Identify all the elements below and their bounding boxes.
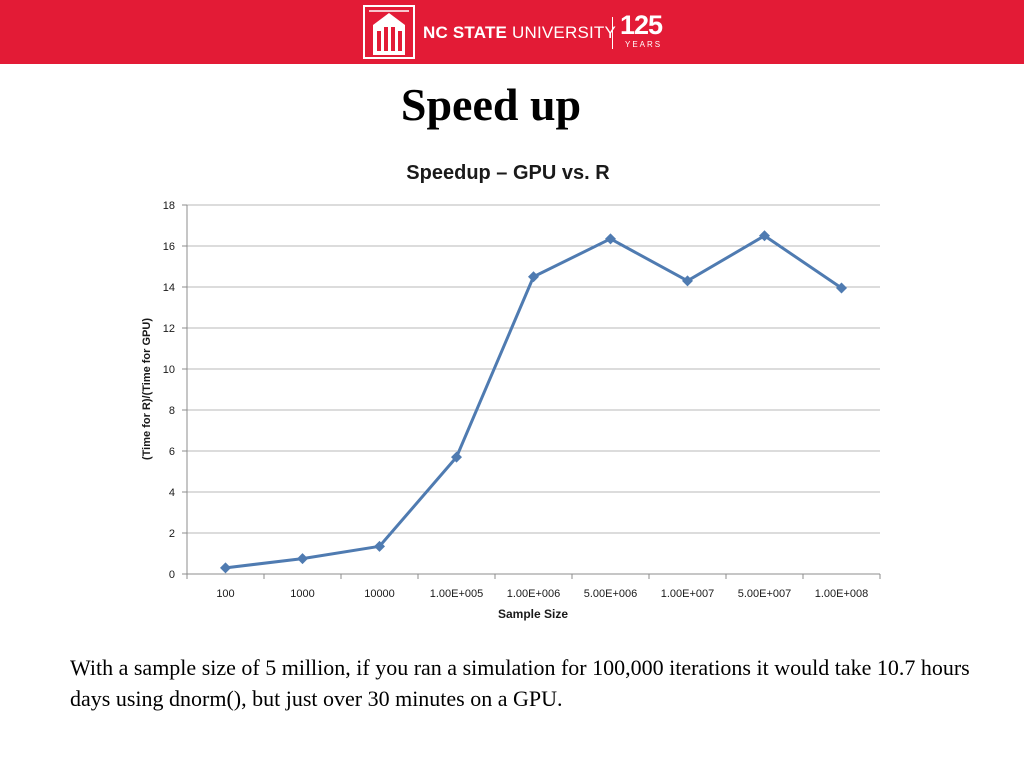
y-axis-label: (Time for R)/(Time for GPU) <box>141 318 153 460</box>
slide-title: Speed up <box>400 79 582 130</box>
slide-caption: With a sample size of 5 million, if you … <box>70 655 970 711</box>
y-tick-label: 14 <box>163 282 175 294</box>
data-point-marker <box>605 233 616 245</box>
logo-divider <box>612 17 613 49</box>
data-point-marker <box>759 230 770 242</box>
logo-years-word: YEARS <box>625 40 663 49</box>
data-point-marker <box>682 275 693 287</box>
x-tick-label: 100 <box>216 588 234 600</box>
chart-gridlines <box>187 204 880 534</box>
belltower-icon <box>363 5 415 59</box>
y-tick-label: 6 <box>169 446 175 458</box>
x-tick-label: 1.00E+007 <box>661 588 715 600</box>
university-logo[interactable]: NC STATE UNIVERSITY 125 YEARS <box>363 5 663 59</box>
chart-series <box>220 230 847 574</box>
data-point-marker <box>451 451 462 463</box>
y-tick-label: 8 <box>169 405 175 417</box>
data-point-marker <box>374 540 385 552</box>
x-tick-label: 1.00E+008 <box>815 588 869 600</box>
y-tick-labels: 0 2 4 6 8 10 12 14 16 18 <box>163 200 175 581</box>
x-tick-label: 1.00E+005 <box>430 588 484 600</box>
data-point-marker <box>220 562 231 574</box>
data-point-marker <box>528 271 539 283</box>
logo-years-number: 125 <box>620 10 663 40</box>
x-tick-label: 10000 <box>364 588 395 600</box>
data-point-marker <box>297 553 308 565</box>
x-tick-label: 1000 <box>290 588 314 600</box>
chart-title: Speedup – GPU vs. R <box>406 162 610 184</box>
y-tick-label: 16 <box>163 241 175 253</box>
logo-name-bold: NC STATE <box>423 23 508 42</box>
chart-axes <box>182 204 881 579</box>
y-tick-label: 2 <box>169 528 175 540</box>
x-axis-label: Sample Size <box>498 607 568 621</box>
y-tick-label: 18 <box>163 200 175 212</box>
series-line <box>225 234 843 570</box>
y-tick-label: 4 <box>169 487 175 499</box>
logo-wordmark: NC STATE UNIVERSITY <box>423 23 616 43</box>
y-tick-label: 12 <box>163 323 175 335</box>
x-tick-label: 5.00E+006 <box>584 588 638 600</box>
x-tick-label: 1.00E+006 <box>507 588 561 600</box>
header-banner: NC STATE UNIVERSITY 125 YEARS <box>0 0 1024 64</box>
y-tick-label: 0 <box>169 569 175 581</box>
data-point-marker <box>836 282 847 294</box>
y-tick-label: 10 <box>163 364 175 376</box>
logo-name-regular: UNIVERSITY <box>512 23 617 42</box>
x-tick-labels: 100 1000 10000 1.00E+005 1.00E+006 5.00E+006 1… <box>216 588 868 600</box>
x-tick-label: 5.00E+007 <box>738 588 792 600</box>
